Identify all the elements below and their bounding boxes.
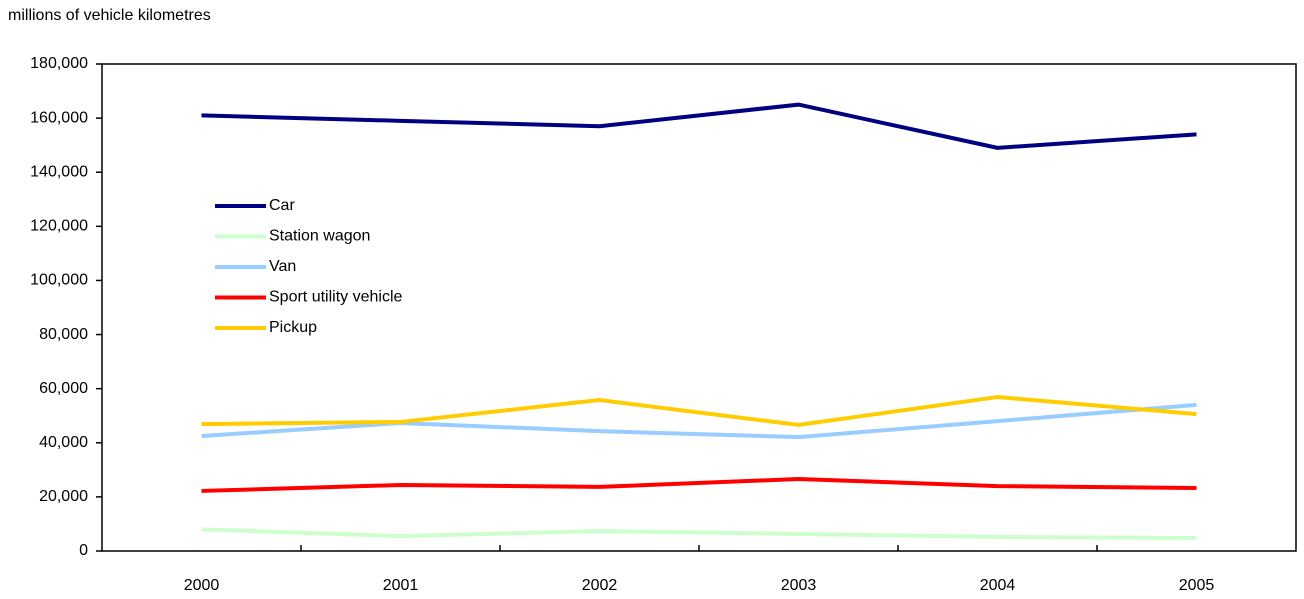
y-tick-label: 80,000 [39,326,88,343]
y-tick-label: 40,000 [39,434,88,451]
x-tick-label: 2000 [184,577,220,594]
x-tick-label: 2003 [781,577,817,594]
x-tick-label: 2001 [383,577,419,594]
series-line [201,527,1197,541]
y-tick-label: 140,000 [30,163,88,180]
legend-label: Van [269,258,296,275]
y-tick-label: 160,000 [30,109,88,126]
legend-label: Pickup [269,319,317,336]
y-tick-label: 100,000 [30,272,88,289]
y-tick-label: 20,000 [39,488,88,505]
y-tick-label: 60,000 [39,380,88,397]
x-tick-label: 2002 [582,577,618,594]
series-line [201,402,1197,440]
legend-label: Sport utility vehicle [269,289,402,306]
series-line [201,102,1197,150]
x-tick-label: 2004 [980,577,1016,594]
y-tick-label: 180,000 [30,55,88,72]
legend-label: Car [269,197,295,214]
y-tick-label: 0 [79,542,88,559]
y-axis-label: millions of vehicle kilometres [8,7,211,24]
plot-area [101,63,1297,552]
series-line [201,477,1197,493]
y-tick-label: 120,000 [30,218,88,235]
legend-label: Station wagon [269,228,370,245]
series-line [201,395,1197,427]
x-tick-label: 2005 [1179,577,1215,594]
